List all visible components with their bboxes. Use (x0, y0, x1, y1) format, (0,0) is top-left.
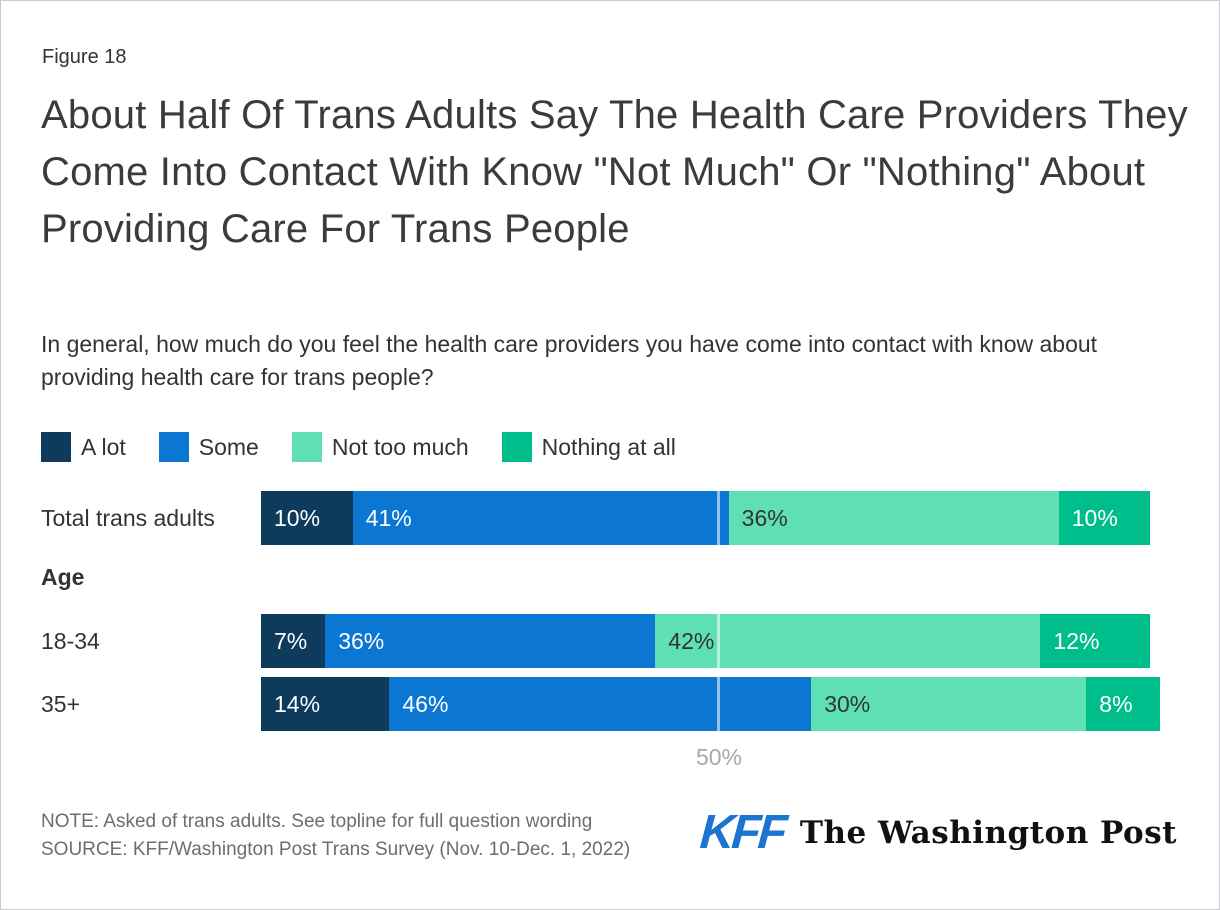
bar-segment-nothing-at-all: 12% (1040, 614, 1151, 668)
row-category-label: 18-34 (41, 627, 100, 654)
bar-row-35plus: 35+ 14% 46% 30% 8% (1, 677, 1219, 731)
legend-color-chip (501, 432, 532, 462)
gridline-50-percent (717, 491, 720, 731)
legend-color-chip (158, 432, 189, 462)
legend-label: Some (198, 433, 259, 460)
bar-row-18-34: 18-34 7% 36% 42% 12% (1, 614, 1219, 668)
legend-label: Nothing at all (541, 433, 676, 460)
kff-logo: KFF (697, 806, 786, 859)
bar-segment-some: 36% (325, 614, 656, 668)
bar-segment-not-too-much: 36% (728, 491, 1059, 545)
row-category-label: Total trans adults (41, 504, 215, 531)
logo-group: KFF The Washington Post (697, 806, 1177, 859)
legend-color-chip (41, 432, 71, 462)
chart-legend: A lot Some Not too much Nothing at all (41, 432, 676, 462)
bar-segment-some: 41% (352, 491, 729, 545)
legend-label: A lot (81, 433, 126, 460)
stacked-bar: 10% 41% 36% 10% (261, 491, 1178, 545)
note-text: NOTE: Asked of trans adults. See topline… (41, 811, 593, 832)
bar-segment-a-lot: 7% (261, 614, 326, 668)
bar-segment-a-lot: 14% (261, 677, 390, 731)
x-axis-tick-label: 50% (695, 744, 743, 770)
bar-segment-nothing-at-all: 10% (1058, 491, 1151, 545)
chart-title: About Half Of Trans Adults Say The Healt… (41, 93, 1188, 251)
source-text: SOURCE: KFF/Washington Post Trans Survey… (41, 839, 631, 860)
bar-segment-some: 46% (389, 677, 812, 731)
row-category-label: 35+ (41, 690, 81, 717)
legend-item: A lot (41, 432, 126, 462)
chart-subtitle: In general, how much do you feel the hea… (41, 331, 1098, 390)
bar-row-total: Total trans adults 10% 41% 36% 10% (1, 491, 1219, 545)
stacked-bar: 14% 46% 30% 8% (261, 677, 1178, 731)
bar-segment-nothing-at-all: 8% (1086, 677, 1160, 731)
figure-number: Figure 18 (42, 46, 127, 68)
legend-item: Not too much (291, 432, 469, 462)
bar-segment-not-too-much: 30% (811, 677, 1087, 731)
legend-color-chip (291, 432, 322, 462)
legend-item: Some (158, 432, 259, 462)
bar-segment-not-too-much: 42% (655, 614, 1041, 668)
bar-segment-a-lot: 10% (261, 491, 353, 545)
washington-post-logo: The Washington Post (799, 815, 1177, 851)
legend-label: Not too much (331, 433, 469, 460)
age-group-label: Age (41, 564, 85, 590)
legend-item: Nothing at all (501, 432, 676, 462)
